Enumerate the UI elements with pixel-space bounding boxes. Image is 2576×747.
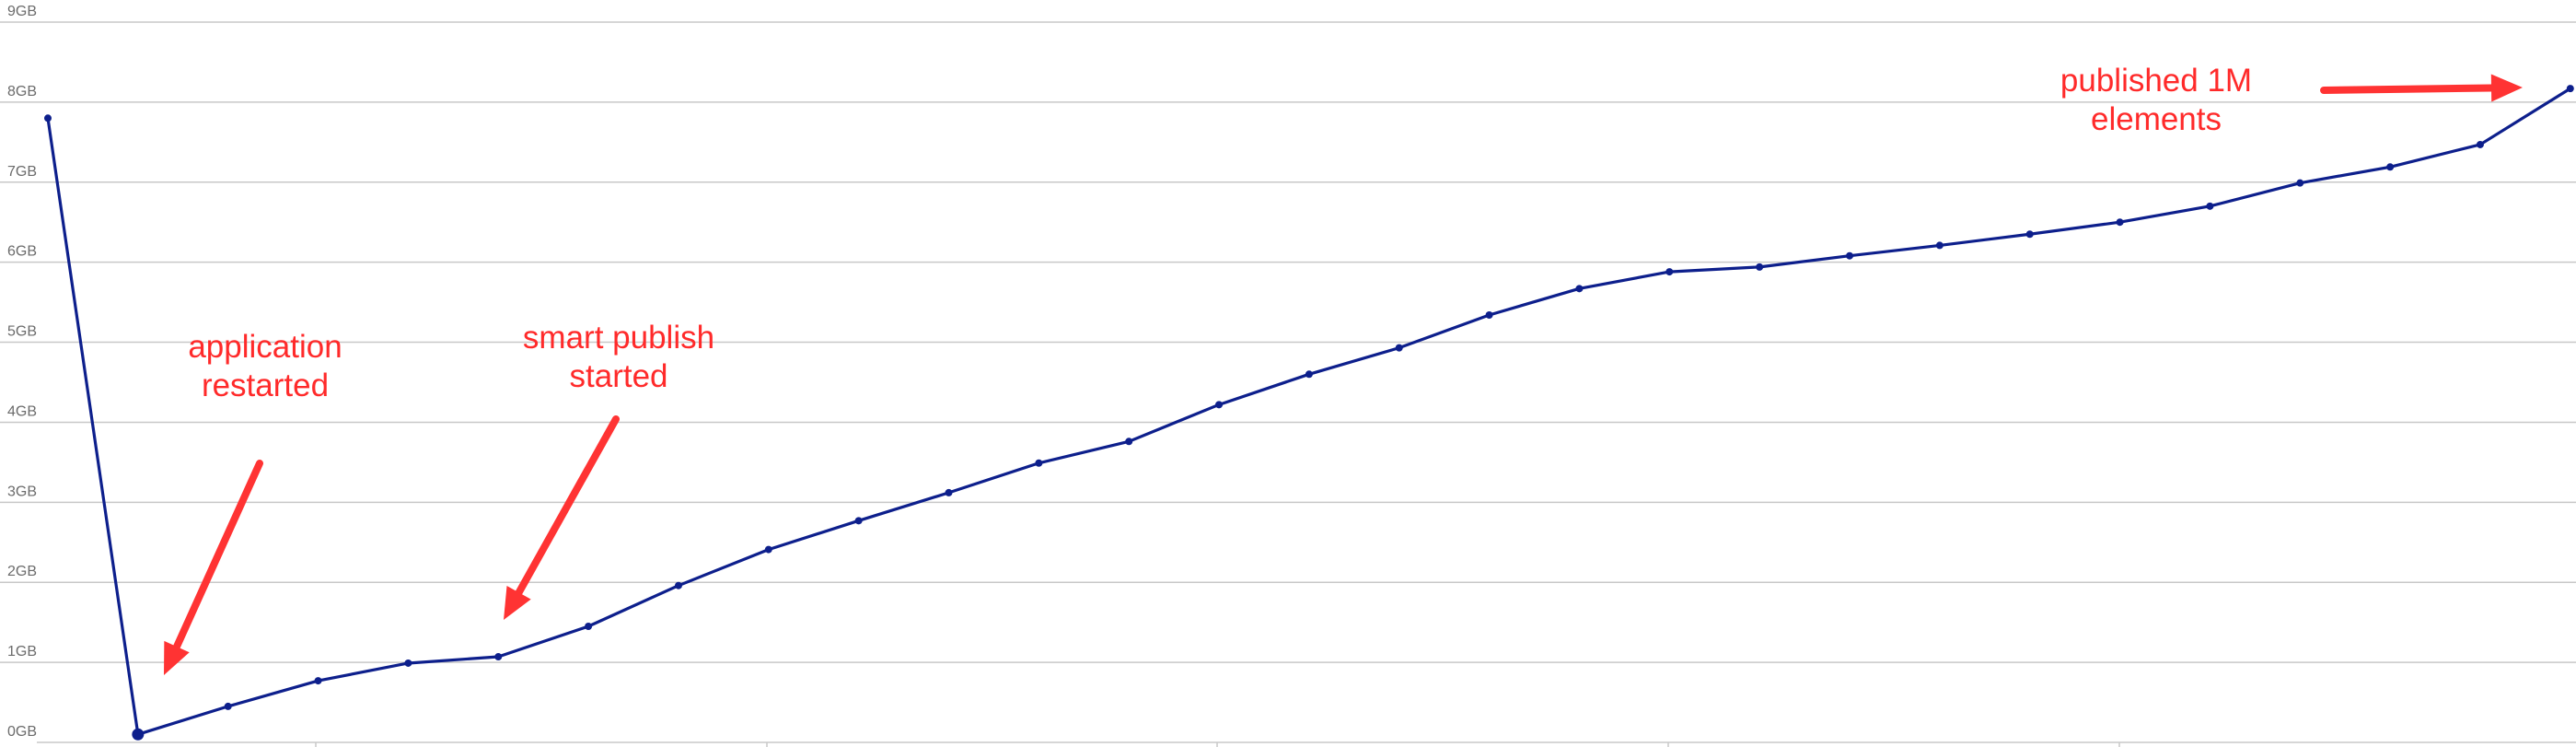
data-point <box>1575 285 1584 293</box>
y-tick-label: 1GB <box>7 644 37 659</box>
y-axis-tick-labels: 0GB 1GB 2GB 3GB 4GB 5GB 6GB 7GB 8GB 9GB <box>7 4 37 740</box>
y-tick-label: 0GB <box>7 724 37 740</box>
annotation-arrow <box>2320 74 2523 102</box>
gridlines <box>0 21 2576 663</box>
data-point <box>1485 311 1493 320</box>
x-axis <box>37 741 2576 747</box>
y-tick-label: 2GB <box>7 564 37 579</box>
annotation-arrow-head <box>2490 74 2523 102</box>
data-point <box>1125 438 1133 446</box>
annotation-arrow-shaft <box>2320 84 2496 94</box>
series-line <box>46 87 2571 736</box>
data-point <box>2116 218 2124 227</box>
annotation-arrow-head <box>504 586 531 620</box>
y-tick-label: 4GB <box>7 403 37 419</box>
data-point <box>314 677 322 685</box>
annotation-label-line: smart publish <box>523 320 714 356</box>
data-point <box>2476 140 2484 148</box>
annotation-label: application restarted <box>188 329 342 403</box>
data-point <box>2566 85 2574 93</box>
data-point <box>1665 268 1674 276</box>
data-point <box>674 581 682 589</box>
y-tick-label: 3GB <box>7 484 37 499</box>
data-point <box>44 114 52 123</box>
data-point <box>764 545 772 554</box>
y-tick-label: 9GB <box>7 4 37 19</box>
annotation-arrow <box>164 460 263 675</box>
annotation-arrow-shaft <box>173 460 263 651</box>
annotation-arrow <box>504 415 620 620</box>
annotation-arrow-head <box>164 640 190 675</box>
data-point <box>2025 230 2034 239</box>
data-point <box>1395 344 1403 352</box>
data-point <box>224 702 232 710</box>
annotations: application restarted smart publish started… <box>164 63 2523 675</box>
memory-series <box>44 85 2574 741</box>
annotation-label-line: application <box>188 329 342 365</box>
y-tick-label: 6GB <box>7 244 37 260</box>
annotation-label-line: elements <box>2091 101 2222 137</box>
data-point <box>2386 163 2395 171</box>
data-point <box>2206 202 2214 210</box>
data-point <box>585 623 593 631</box>
annotation-label: published 1M elements <box>2060 63 2252 137</box>
data-point <box>1846 251 1853 260</box>
data-point <box>494 653 503 661</box>
data-point <box>2296 179 2304 187</box>
annotation-label-line: published 1M <box>2060 63 2252 99</box>
y-tick-label: 7GB <box>7 164 37 180</box>
y-tick-label: 5GB <box>7 324 37 340</box>
y-tick-label: 8GB <box>7 84 37 99</box>
data-point <box>132 728 145 741</box>
annotation-label-line: restarted <box>202 368 329 403</box>
data-point <box>1305 370 1313 379</box>
data-point <box>1035 459 1043 467</box>
data-point <box>945 488 953 496</box>
annotation-arrow-shaft <box>515 415 620 597</box>
data-point <box>404 659 412 667</box>
data-point <box>1935 241 1944 250</box>
annotation-label-line: started <box>570 358 668 394</box>
data-point <box>1756 263 1764 271</box>
annotation-label: smart publish started <box>523 320 714 394</box>
data-point <box>1215 401 1224 409</box>
data-point <box>854 517 863 525</box>
